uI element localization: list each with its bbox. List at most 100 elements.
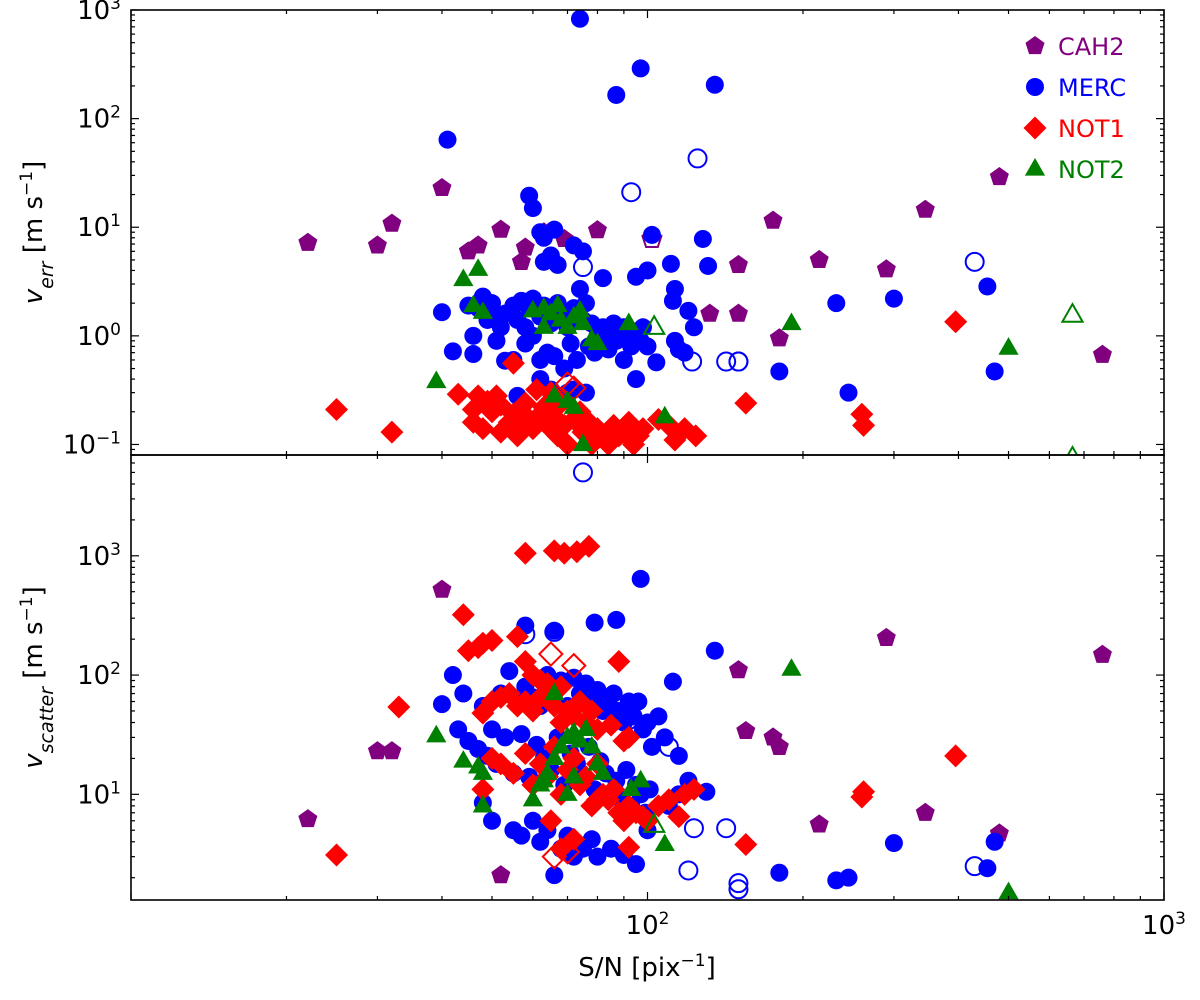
top-cah2-point xyxy=(728,303,748,322)
bottom-not1-hollow-point xyxy=(570,698,596,724)
bottom-merc-point xyxy=(585,613,604,632)
bottom-not2-point xyxy=(533,769,554,788)
bottom-not2-point xyxy=(592,762,614,780)
bottom-not2-point xyxy=(550,735,572,754)
top-merc-point xyxy=(679,301,698,320)
top-not1-point xyxy=(325,397,349,421)
top-not2-point xyxy=(544,384,565,403)
top-not1-point xyxy=(471,417,495,441)
bottom-merc-point xyxy=(631,569,650,588)
y-axis-labels: verr [m s−1] vscatter [m s−1] xyxy=(17,161,58,769)
top-merc-point xyxy=(663,291,682,310)
top-cah2-point xyxy=(298,232,318,251)
top-not2-point xyxy=(426,370,447,389)
top-not2-point xyxy=(618,312,639,331)
top-not1-point xyxy=(622,432,646,455)
bottom-merc-point xyxy=(588,847,607,866)
bottom-merc-point xyxy=(978,859,997,878)
top-merc-hollow-point xyxy=(687,148,708,169)
x-axis-label: S/N [pix−1] xyxy=(578,951,715,983)
top-cah2-point xyxy=(367,235,387,254)
bottom-merc-point xyxy=(604,684,623,703)
bottom-merc-point xyxy=(884,834,903,853)
top-merc-point xyxy=(607,331,626,350)
bottom-not1-point xyxy=(480,628,504,652)
bottom-merc-point xyxy=(545,621,564,640)
top-merc-point xyxy=(642,225,661,244)
bottom-not2-point xyxy=(453,750,474,768)
bottom-not2-point xyxy=(472,794,493,813)
top-merc-point xyxy=(607,85,626,104)
bottom-not2-point xyxy=(426,724,447,743)
bottom-cah2-point xyxy=(809,814,829,833)
top-not1-point xyxy=(684,424,708,448)
bottom-cah2-point xyxy=(382,741,402,760)
bottom-merc-point xyxy=(669,746,688,765)
bottom-not1-point xyxy=(617,835,641,859)
top-cah2-point xyxy=(769,328,789,347)
bottom-not1-point xyxy=(451,603,475,627)
bottom-not1-point xyxy=(599,713,623,737)
bottom-not2-point xyxy=(654,833,675,852)
bottom-not1-point xyxy=(852,780,876,804)
top-merc-point xyxy=(978,277,997,296)
top-merc-point xyxy=(705,75,724,94)
top-y-tick-label: 103 xyxy=(77,0,121,26)
bottom-panel-frame xyxy=(130,454,1165,901)
bottom-cah2-point xyxy=(736,720,756,740)
top-merc-point xyxy=(523,199,542,218)
top-merc-point xyxy=(631,331,650,350)
top-not1-point xyxy=(513,391,537,415)
top-not2-point xyxy=(557,316,578,334)
bottom-merc-point xyxy=(607,610,626,629)
top-not2-point xyxy=(472,301,493,319)
top-merc-point xyxy=(884,289,903,308)
bottom-merc-hollow-point xyxy=(572,462,593,483)
bottom-merc-point xyxy=(545,866,564,885)
top-cah2-point xyxy=(1092,344,1112,363)
top-merc-point xyxy=(491,318,510,337)
top-merc-point xyxy=(438,130,457,149)
top-y-axis-label: verr [m s−1] xyxy=(17,161,58,304)
bottom-not1-point xyxy=(580,699,604,723)
legend-merc-marker xyxy=(1026,78,1044,96)
bottom-merc-point xyxy=(483,811,502,830)
top-merc-point xyxy=(432,303,451,322)
top-y-tick-label: 100 xyxy=(77,320,121,352)
bottom-merc-hollow-point xyxy=(678,860,699,881)
top-not1-point xyxy=(596,432,620,455)
bottom-merc-point xyxy=(582,830,601,849)
bottom-not2-point xyxy=(781,658,802,676)
bottom-not1-point xyxy=(734,832,758,856)
legend-not1-label: NOT1 xyxy=(1058,115,1125,143)
bottom-merc-point xyxy=(629,692,648,711)
top-merc-point xyxy=(985,362,1004,381)
bottom-y-axis-label: vscatter [m s−1] xyxy=(17,586,58,769)
bottom-cah2-point xyxy=(769,736,789,755)
top-merc-point xyxy=(534,228,553,247)
bottom-not2-point xyxy=(630,769,651,788)
top-merc-point xyxy=(464,326,483,345)
bottom-merc-point xyxy=(500,662,519,681)
bottom-merc-point xyxy=(588,680,607,699)
bottom-cah2-point xyxy=(491,865,511,884)
bottom-merc-hollow-point xyxy=(683,818,704,839)
top-y-tick-label: 102 xyxy=(77,103,121,135)
top-not2-hollow-point xyxy=(1060,302,1085,323)
bottom-not1-hollow-point xyxy=(541,843,568,870)
bottom-cah2-point xyxy=(1092,644,1112,663)
bottom-not1-point xyxy=(585,788,609,812)
top-not1-point xyxy=(734,391,758,415)
top-merc-point xyxy=(614,350,633,369)
legend-merc-label: MERC xyxy=(1058,74,1126,102)
top-merc-point xyxy=(567,350,586,369)
bottom-merc-hollow-point xyxy=(544,621,565,642)
bottom-not1-point xyxy=(617,725,641,749)
legend-not2-label: NOT2 xyxy=(1058,156,1125,184)
bottom-y-tick-label: 103 xyxy=(77,540,121,572)
top-cah2-point xyxy=(989,167,1009,186)
top-merc-point xyxy=(633,318,652,337)
top-cah2-point xyxy=(511,251,531,270)
bottom-merc-point xyxy=(454,684,473,703)
